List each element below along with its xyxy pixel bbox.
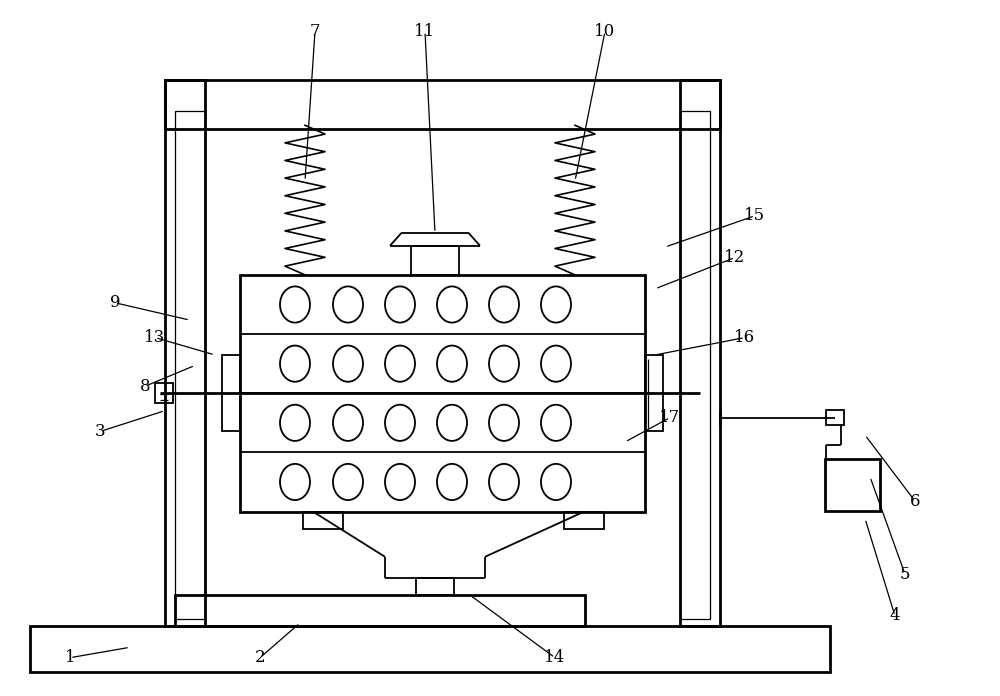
- Bar: [564, 512, 604, 529]
- Text: 8: 8: [140, 378, 150, 395]
- Text: 9: 9: [110, 294, 120, 311]
- Bar: [222, 356, 240, 431]
- Bar: [303, 512, 343, 529]
- Bar: [175, 595, 585, 626]
- Bar: [416, 578, 454, 595]
- Text: 15: 15: [744, 207, 766, 224]
- Text: 6: 6: [910, 493, 920, 509]
- Bar: [680, 80, 720, 626]
- Bar: [240, 275, 645, 512]
- Bar: [165, 80, 205, 626]
- Bar: [165, 80, 720, 129]
- Bar: [826, 410, 844, 425]
- Text: 17: 17: [659, 409, 681, 426]
- Text: 1: 1: [65, 649, 75, 666]
- Bar: [825, 459, 880, 511]
- Text: 12: 12: [724, 249, 746, 266]
- Text: 4: 4: [890, 608, 900, 624]
- Bar: [411, 246, 459, 275]
- Text: 7: 7: [310, 23, 320, 40]
- Text: 10: 10: [594, 23, 616, 40]
- Text: 13: 13: [144, 329, 166, 346]
- Bar: [175, 111, 205, 619]
- Text: 3: 3: [95, 423, 105, 440]
- Text: 16: 16: [734, 329, 756, 346]
- Bar: [645, 356, 663, 431]
- Text: 5: 5: [900, 566, 910, 583]
- Text: 14: 14: [544, 649, 566, 666]
- Bar: [680, 111, 710, 619]
- Text: 2: 2: [255, 649, 265, 666]
- Bar: [30, 626, 830, 672]
- Text: 11: 11: [414, 23, 436, 40]
- Bar: [155, 383, 173, 403]
